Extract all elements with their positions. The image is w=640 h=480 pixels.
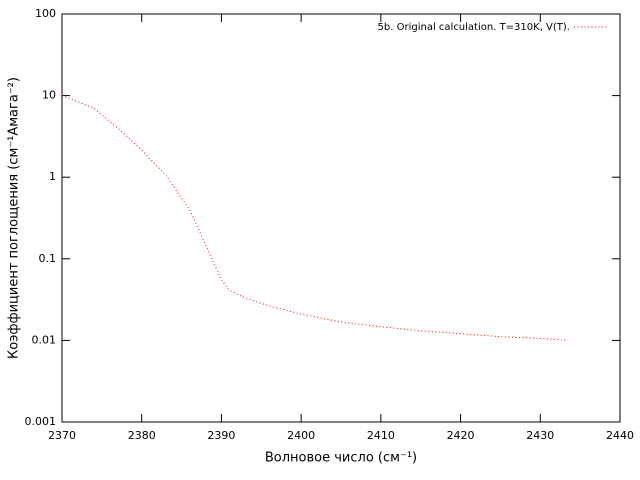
y-tick-label: 10 [42, 89, 56, 102]
y-tick-label: 100 [35, 7, 56, 20]
x-tick-label: 2380 [128, 429, 156, 442]
x-tick-label: 2420 [447, 429, 475, 442]
y-tick-label: 0.01 [32, 333, 57, 346]
y-tick-label: 0.1 [39, 252, 57, 265]
x-tick-label: 2370 [48, 429, 76, 442]
x-axis-title: Волновое число (см⁻¹) [265, 451, 417, 466]
data-line [61, 95, 569, 341]
x-tick-label: 2410 [367, 429, 395, 442]
x-tick-label: 2390 [207, 429, 235, 442]
x-tick-label: 2400 [287, 429, 315, 442]
x-tick-label: 2430 [526, 429, 554, 442]
legend-label: 5b. Original calculation. T=310K, V(T). [378, 22, 570, 33]
plot-frame [61, 13, 621, 423]
y-axis-title: Коэффициент поглощения (см⁻¹Амага⁻²) [7, 77, 22, 359]
y-tick-label: 1 [49, 170, 56, 183]
x-tick-label: 2440 [606, 429, 634, 442]
y-tick-label: 0.001 [25, 415, 57, 428]
